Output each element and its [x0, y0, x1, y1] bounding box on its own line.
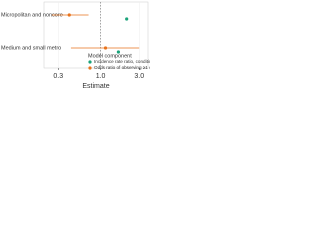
legend-swatch: [88, 66, 92, 70]
y-tick-label: Micropolitan and noncore: [1, 12, 63, 18]
point: [116, 50, 121, 54]
legend-label: Odds ratio of observing ≥1 case: [94, 65, 150, 70]
legend-title: Model component: [88, 53, 132, 59]
point: [103, 46, 108, 50]
point: [67, 13, 71, 17]
y-tick-label: Medium and small metro: [1, 45, 61, 51]
x-axis-label: Estimate: [82, 83, 109, 90]
legend-swatch: [88, 60, 92, 64]
x-tick-label: 0.3: [53, 73, 63, 80]
legend-label: Incidence rate ratio, conditional: [94, 59, 150, 64]
x-tick-label: 1.0: [96, 73, 106, 80]
chart: Estimate 0.3 1.0 3.0 Micropolitan and nonco…: [1, 1, 150, 90]
x-tick-label: 3.0: [134, 73, 144, 80]
plot-panel: [43, 1, 149, 69]
point: [125, 17, 129, 21]
